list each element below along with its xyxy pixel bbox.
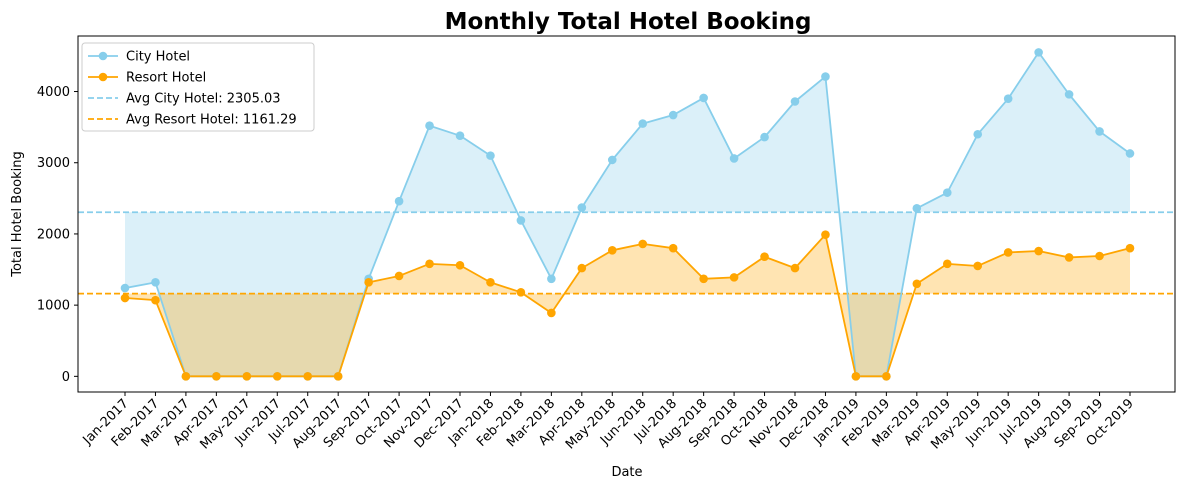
legend-items: City Hotel Resort Hotel Avg City Hotel: 23… (88, 50, 297, 128)
data-point-city-hotel (912, 204, 922, 213)
data-point-resort-hotel (1125, 243, 1135, 253)
area-fills (125, 52, 1130, 377)
data-point-city-hotel (425, 121, 434, 131)
data-point-city-hotel (729, 154, 739, 163)
area-fill-city-hotel (125, 52, 1130, 377)
legend-label-avg-resort-hotel: Avg Resort Hotel: 1161.29 (126, 113, 297, 128)
data-point-city-hotel (973, 129, 983, 139)
data-point-city-hotel (151, 278, 160, 287)
legend-marker-resort-hotel (98, 72, 108, 82)
reference-lines (78, 211, 1175, 295)
series-markers (120, 48, 1135, 381)
data-point-resort-hotel (942, 259, 952, 269)
data-point-resort-hotel (790, 263, 800, 273)
data-point-resort-hotel (486, 278, 495, 287)
data-point-resort-hotel (516, 288, 526, 297)
series-lines (124, 51, 1131, 378)
data-point-resort-hotel (303, 372, 313, 381)
data-point-resort-hotel (1064, 253, 1074, 262)
data-point-resort-hotel (120, 293, 130, 303)
data-point-resort-hotel (151, 295, 160, 305)
data-point-resort-hotel (1003, 248, 1013, 257)
data-point-resort-hotel (699, 274, 708, 284)
y-tick-label: 2000 (37, 227, 70, 242)
data-point-city-hotel (942, 188, 952, 197)
y-tick-label: 4000 (37, 85, 70, 100)
legend: City Hotel Resort Hotel Avg City Hotel: 23… (81, 42, 315, 132)
data-point-resort-hotel (668, 243, 678, 253)
data-point-city-hotel (699, 93, 708, 103)
data-point-resort-hotel (242, 372, 252, 381)
data-point-city-hotel (668, 110, 678, 120)
data-point-city-hotel (1095, 127, 1104, 136)
data-point-resort-hotel (272, 372, 282, 381)
y-tick-label: 0 (62, 370, 70, 385)
y-axis-ticks: 0 1000 2000 3000 4000 (37, 85, 78, 385)
y-tick-label: 1000 (37, 299, 70, 314)
data-point-resort-hotel (607, 246, 617, 255)
data-point-city-hotel (1003, 94, 1013, 103)
legend-box (81, 42, 315, 132)
legend-marker-city-hotel (98, 51, 108, 61)
data-point-resort-hotel (912, 279, 922, 289)
series-line-resort-hotel (124, 233, 1131, 378)
legend-label-avg-city-hotel: Avg City Hotel: 2305.03 (126, 92, 281, 107)
data-point-city-hotel (455, 131, 465, 140)
legend-label-resort-hotel: Resort Hotel (126, 71, 206, 86)
data-point-city-hotel (1125, 149, 1135, 158)
data-point-resort-hotel (973, 261, 983, 271)
data-point-resort-hotel (1095, 251, 1104, 261)
data-point-city-hotel (486, 151, 495, 160)
data-point-resort-hotel (181, 372, 191, 381)
data-point-resort-hotel (729, 273, 739, 282)
data-point-city-hotel (790, 97, 800, 106)
data-point-city-hotel (516, 216, 526, 225)
data-point-city-hotel (1034, 48, 1043, 57)
data-point-resort-hotel (577, 263, 587, 273)
data-point-resort-hotel (333, 372, 343, 381)
area-fill-resort-hotel (125, 234, 1130, 377)
data-point-resort-hotel (821, 230, 830, 239)
data-point-resort-hotel (760, 252, 769, 262)
legend-label-city-hotel: City Hotel (126, 50, 190, 65)
data-point-city-hotel (638, 119, 648, 128)
data-point-resort-hotel (425, 259, 434, 269)
data-point-city-hotel (120, 283, 130, 293)
data-point-resort-hotel (547, 308, 556, 318)
data-point-resort-hotel (638, 239, 648, 249)
data-point-resort-hotel (212, 372, 221, 381)
x-axis-label: Date (611, 465, 642, 480)
y-axis-label: Total Hotel Booking (10, 151, 25, 278)
data-point-city-hotel (1064, 90, 1074, 99)
data-point-resort-hotel (455, 260, 465, 270)
data-point-city-hotel (607, 155, 617, 165)
data-point-city-hotel (760, 132, 769, 142)
data-point-city-hotel (394, 196, 404, 206)
data-point-resort-hotel (851, 372, 861, 381)
y-tick-label: 3000 (37, 156, 70, 171)
chart-title: Monthly Total Hotel Booking (445, 9, 812, 35)
data-point-resort-hotel (364, 278, 373, 287)
plot-frame (77, 35, 1176, 393)
data-point-resort-hotel (882, 372, 891, 381)
data-point-resort-hotel (1034, 246, 1043, 256)
data-point-city-hotel (577, 203, 587, 212)
data-point-city-hotel (547, 274, 556, 284)
data-point-city-hotel (821, 72, 830, 81)
x-axis-ticks: Jan-2017Feb-2017Mar-2017Apr-2017May-2017… (80, 392, 1137, 452)
data-point-resort-hotel (394, 271, 404, 281)
